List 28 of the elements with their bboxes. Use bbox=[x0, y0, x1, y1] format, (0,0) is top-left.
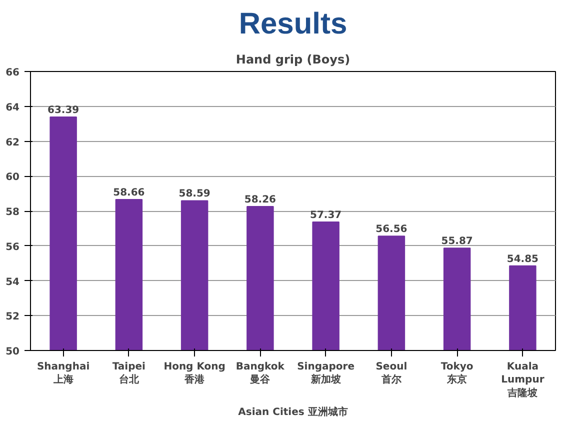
y-tick-label: 66 bbox=[6, 68, 20, 78]
x-tick-label: Singapore 新加坡 bbox=[297, 362, 355, 386]
data-label: 56.56 bbox=[376, 224, 408, 236]
data-label: 57.37 bbox=[310, 210, 342, 221]
y-tick-label: 56 bbox=[6, 242, 20, 253]
data-label: 58.26 bbox=[244, 194, 276, 206]
y-tick-label: 58 bbox=[6, 207, 20, 218]
x-tick-label: Hong Kong 香港 bbox=[164, 362, 226, 386]
data-label: 63.39 bbox=[47, 105, 80, 116]
x-tick-label: Tokyo 东京 bbox=[440, 362, 474, 386]
data-label: 55.87 bbox=[441, 236, 473, 248]
data-label: 58.59 bbox=[178, 188, 210, 200]
x-tick-label: Taipei 台北 bbox=[112, 362, 146, 386]
x-tick-label: Bangkok 曼谷 bbox=[236, 362, 285, 386]
chart-title: Results bbox=[238, 8, 348, 40]
x-axis-title: Asian Cities 亚洲城市 bbox=[238, 406, 348, 418]
x-tick-label: Kuala Lumpur 吉隆坡 bbox=[501, 362, 544, 399]
x-tick-label: Seoul 首尔 bbox=[376, 362, 408, 386]
y-tick-label: 64 bbox=[6, 102, 20, 114]
y-tick-label: 50 bbox=[6, 346, 20, 358]
y-tick-label: 52 bbox=[6, 312, 20, 323]
data-label: 58.66 bbox=[113, 187, 145, 198]
data-label: 54.85 bbox=[506, 254, 539, 265]
y-tick-label: 60 bbox=[6, 172, 20, 184]
y-tick-label: 54 bbox=[6, 276, 20, 288]
y-tick-label: 62 bbox=[6, 137, 20, 148]
x-tick-label: Shanghai 上海 bbox=[36, 362, 90, 386]
chart-subtitle: Hand grip (Boys) bbox=[236, 52, 350, 66]
